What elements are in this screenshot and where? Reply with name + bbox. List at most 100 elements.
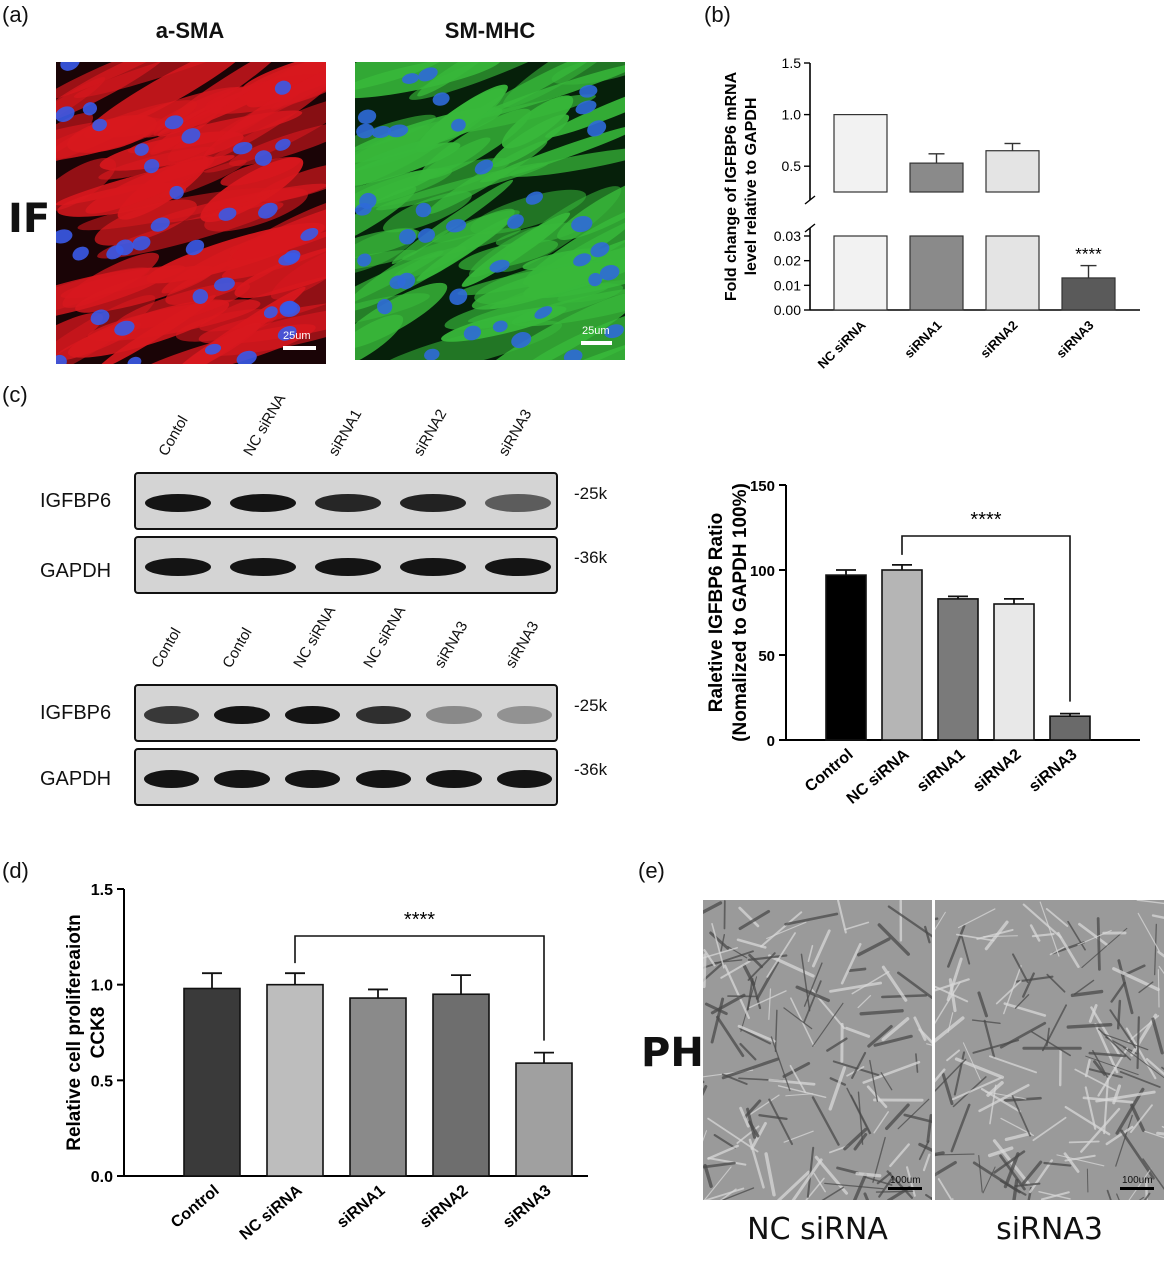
y-tick-label: 0 xyxy=(767,733,775,750)
cell-outline xyxy=(1003,1096,1042,1102)
cell-outline xyxy=(844,921,870,931)
panel-letter-c: (c) xyxy=(2,382,28,407)
nucleus xyxy=(463,325,482,341)
cell-outline xyxy=(954,1057,1005,1079)
nucleus xyxy=(588,272,603,287)
cell-outline xyxy=(947,924,966,968)
cell-outline xyxy=(935,1153,975,1156)
nucleus xyxy=(563,349,583,360)
blot-kda-marker: -36k xyxy=(574,548,608,567)
cell-body xyxy=(114,282,251,330)
cell-outline xyxy=(881,1017,910,1042)
cell-outline xyxy=(918,1142,932,1153)
nucleus xyxy=(232,141,253,155)
cell-outline xyxy=(803,980,822,1023)
nucleus xyxy=(507,214,524,229)
nucleus xyxy=(399,228,416,245)
cell-outline xyxy=(768,1098,794,1146)
cell-outline xyxy=(800,953,811,1012)
cell-body xyxy=(420,108,531,180)
cell-outline xyxy=(777,1085,827,1099)
nucleus xyxy=(214,277,235,292)
cell-outline xyxy=(1073,979,1095,995)
cell-outline xyxy=(1070,989,1104,998)
blot-band xyxy=(399,558,466,576)
cell-outline xyxy=(703,953,707,989)
cell-outline xyxy=(783,1130,814,1143)
cell-outline xyxy=(811,929,831,968)
blot-strip xyxy=(134,536,558,594)
cell-outline xyxy=(850,1094,872,1134)
cell-outline xyxy=(774,1009,778,1053)
bar xyxy=(266,983,324,1177)
cell-outline xyxy=(1027,1187,1033,1200)
cell-outline xyxy=(1129,1104,1153,1133)
nucleus xyxy=(278,252,300,266)
blot-lane-label: NC siRNA xyxy=(289,603,339,671)
cell-outline xyxy=(720,960,751,979)
cell-outline xyxy=(789,1064,807,1094)
cell-body xyxy=(73,62,253,98)
blot-band xyxy=(285,770,341,788)
x-tick-label: siRNA2 xyxy=(977,318,1020,361)
x-tick-label: siRNA2 xyxy=(970,746,1025,796)
asma-title: a-SMA xyxy=(155,18,225,43)
nucleus xyxy=(590,242,610,258)
cell-outline xyxy=(1063,1152,1080,1173)
blot-row-label: IGFBP6 xyxy=(40,490,112,512)
cell-outline xyxy=(1119,1071,1161,1088)
y-axis-label: Relative cell prolifereaiotn xyxy=(64,914,85,1151)
cell-outline xyxy=(978,1083,1030,1113)
cell-outline xyxy=(1109,1009,1137,1049)
cell-body xyxy=(470,189,587,235)
cell-outline xyxy=(992,1139,1031,1186)
x-tick-label: siRNA1 xyxy=(901,318,944,361)
y-tick-label: 0.5 xyxy=(91,1073,113,1090)
cell-outline xyxy=(1077,929,1112,946)
cell-body xyxy=(527,330,625,360)
blot-lane-label: Contol xyxy=(219,624,256,671)
nucleus xyxy=(449,288,468,305)
panel-letter-d: (d) xyxy=(2,858,29,883)
cell-outline xyxy=(1115,1087,1145,1135)
cell-outline xyxy=(721,1073,748,1085)
cell-outline xyxy=(738,906,760,928)
nucleus xyxy=(300,227,319,241)
cell-body xyxy=(444,283,624,330)
nucleus xyxy=(277,326,297,341)
x-tick-label: siRNA1 xyxy=(334,1182,389,1232)
cell-body xyxy=(232,195,326,260)
cell-outline xyxy=(709,931,730,950)
cell-outline xyxy=(704,1002,728,1016)
cell-outline xyxy=(926,1113,932,1144)
cell-body xyxy=(199,270,326,332)
nucleus xyxy=(218,207,237,221)
blot-band xyxy=(497,770,553,788)
significance-label: **** xyxy=(970,509,1001,531)
scale-bar-ph2-label: 100um xyxy=(1122,1175,1153,1186)
chart-c: 0 50 100 150 Raletive IGFBP6 Ratio (Nomalized… xyxy=(706,478,1140,808)
cell-outline xyxy=(1136,1016,1140,1070)
scale-bar-asma-label: 25um xyxy=(283,330,311,342)
cell-body xyxy=(432,94,596,136)
blot-kda-marker: -36k xyxy=(574,760,608,779)
y-tick-label: 50 xyxy=(758,648,775,665)
cell-outline xyxy=(713,1134,736,1149)
cell-outline xyxy=(1056,1154,1105,1167)
y-tick-label: 1.5 xyxy=(91,882,113,899)
blot-band xyxy=(143,770,199,788)
cell-outline xyxy=(1103,1077,1110,1135)
cell-outline xyxy=(738,909,771,931)
cell-outline xyxy=(1012,953,1029,984)
cell-outline xyxy=(1022,903,1062,939)
cell-outline xyxy=(897,1098,930,1130)
cell-outline xyxy=(1142,1158,1164,1191)
cell-outline xyxy=(951,1076,1002,1101)
x-tick-label: NC siRNA xyxy=(237,1182,306,1244)
cell-outline xyxy=(736,938,767,949)
cell-outline xyxy=(1151,1017,1164,1055)
x-tick-label: Control xyxy=(802,746,856,796)
y-tick-label: 100 xyxy=(750,563,775,580)
axis-break-mark xyxy=(804,223,816,233)
cell-outline xyxy=(760,911,803,948)
